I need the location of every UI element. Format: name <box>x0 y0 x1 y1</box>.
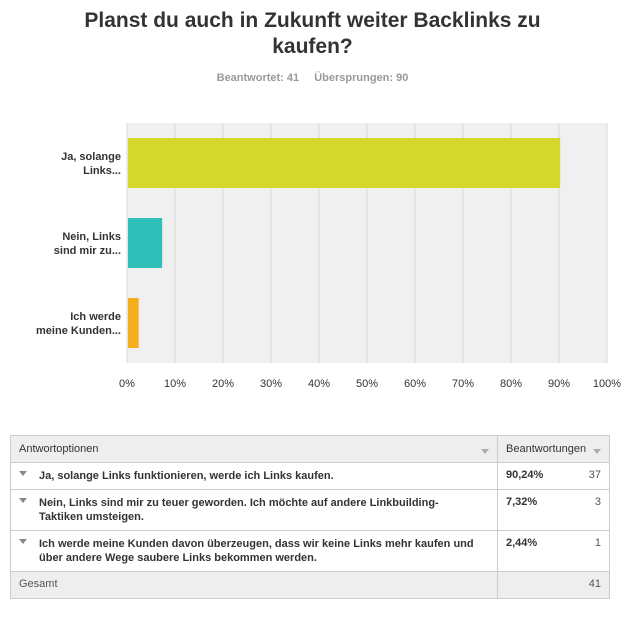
header-responses-label: Beantwortungen <box>506 443 587 455</box>
sort-arrow-icon[interactable] <box>481 449 489 454</box>
answered-count: Beantwortet: 41 <box>216 72 300 84</box>
x-tick-label: 40% <box>308 378 330 390</box>
x-tick-label: 30% <box>260 378 282 390</box>
bar[interactable] <box>128 298 139 348</box>
x-tick-label: 10% <box>164 378 186 390</box>
option-text: Ja, solange Links funktionieren, werde i… <box>39 470 334 482</box>
option-count: 37 <box>588 469 601 481</box>
x-tick-label: 80% <box>500 378 522 390</box>
option-text: Ich werde meine Kunden davon überzeugen,… <box>39 538 474 564</box>
table-row: Nein, Links sind mir zu teuer geworden. … <box>10 489 610 531</box>
header-responses[interactable]: Beantwortungen <box>497 435 610 463</box>
total-label: Gesamt <box>10 571 498 599</box>
bar[interactable] <box>128 218 163 268</box>
bar[interactable] <box>128 138 561 188</box>
option-percent: 2,44% <box>506 537 538 549</box>
table-row: Ich werde meine Kunden davon überzeugen,… <box>10 530 610 572</box>
header-options[interactable]: Antwortoptionen <box>10 435 498 463</box>
total-row: Gesamt 41 <box>10 571 610 599</box>
total-count: 41 <box>588 578 601 590</box>
x-tick-label: 100% <box>593 378 621 390</box>
option-percent: 90,24% <box>506 469 544 481</box>
header-options-label: Antwortoptionen <box>19 443 99 455</box>
x-tick-label: 20% <box>212 378 234 390</box>
option-count: 3 <box>594 496 601 508</box>
option-percent: 7,32% <box>506 496 538 508</box>
option-text: Nein, Links sind mir zu teuer geworden. … <box>39 497 439 523</box>
category-label: Nein, Links <box>62 231 121 243</box>
expand-arrow-icon[interactable] <box>19 471 27 476</box>
x-tick-label: 90% <box>548 378 570 390</box>
chart-title: Planst du auch in Zukunft weiter Backlin… <box>84 9 541 58</box>
option-count: 1 <box>594 537 601 549</box>
category-label: Ja, solange <box>61 151 121 163</box>
expand-arrow-icon[interactable] <box>19 539 27 544</box>
sort-arrow-icon[interactable] <box>593 449 601 454</box>
results-table: Antwortoptionen Beantwortungen Ja, solan… <box>10 435 610 599</box>
category-label: Links... <box>83 165 121 177</box>
x-tick-label: 50% <box>356 378 378 390</box>
bar-chart: 0% 10% 20% 30% 40% 50% 60% 70% 80% 90% 100% Ja, sol… <box>36 123 621 390</box>
skipped-count: Übersprungen: 90 <box>314 72 409 84</box>
category-label: meine Kunden... <box>36 325 121 337</box>
x-tick-label: 70% <box>452 378 474 390</box>
category-label: Ich werde <box>70 311 121 323</box>
x-tick-label: 60% <box>404 378 426 390</box>
expand-arrow-icon[interactable] <box>19 498 27 503</box>
table-row: Ja, solange Links funktionieren, werde i… <box>10 462 610 490</box>
response-stats: Beantwortet: 41 Übersprungen: 90 <box>0 72 625 84</box>
category-label: sind mir zu... <box>54 245 121 257</box>
x-tick-label: 0% <box>119 378 135 390</box>
